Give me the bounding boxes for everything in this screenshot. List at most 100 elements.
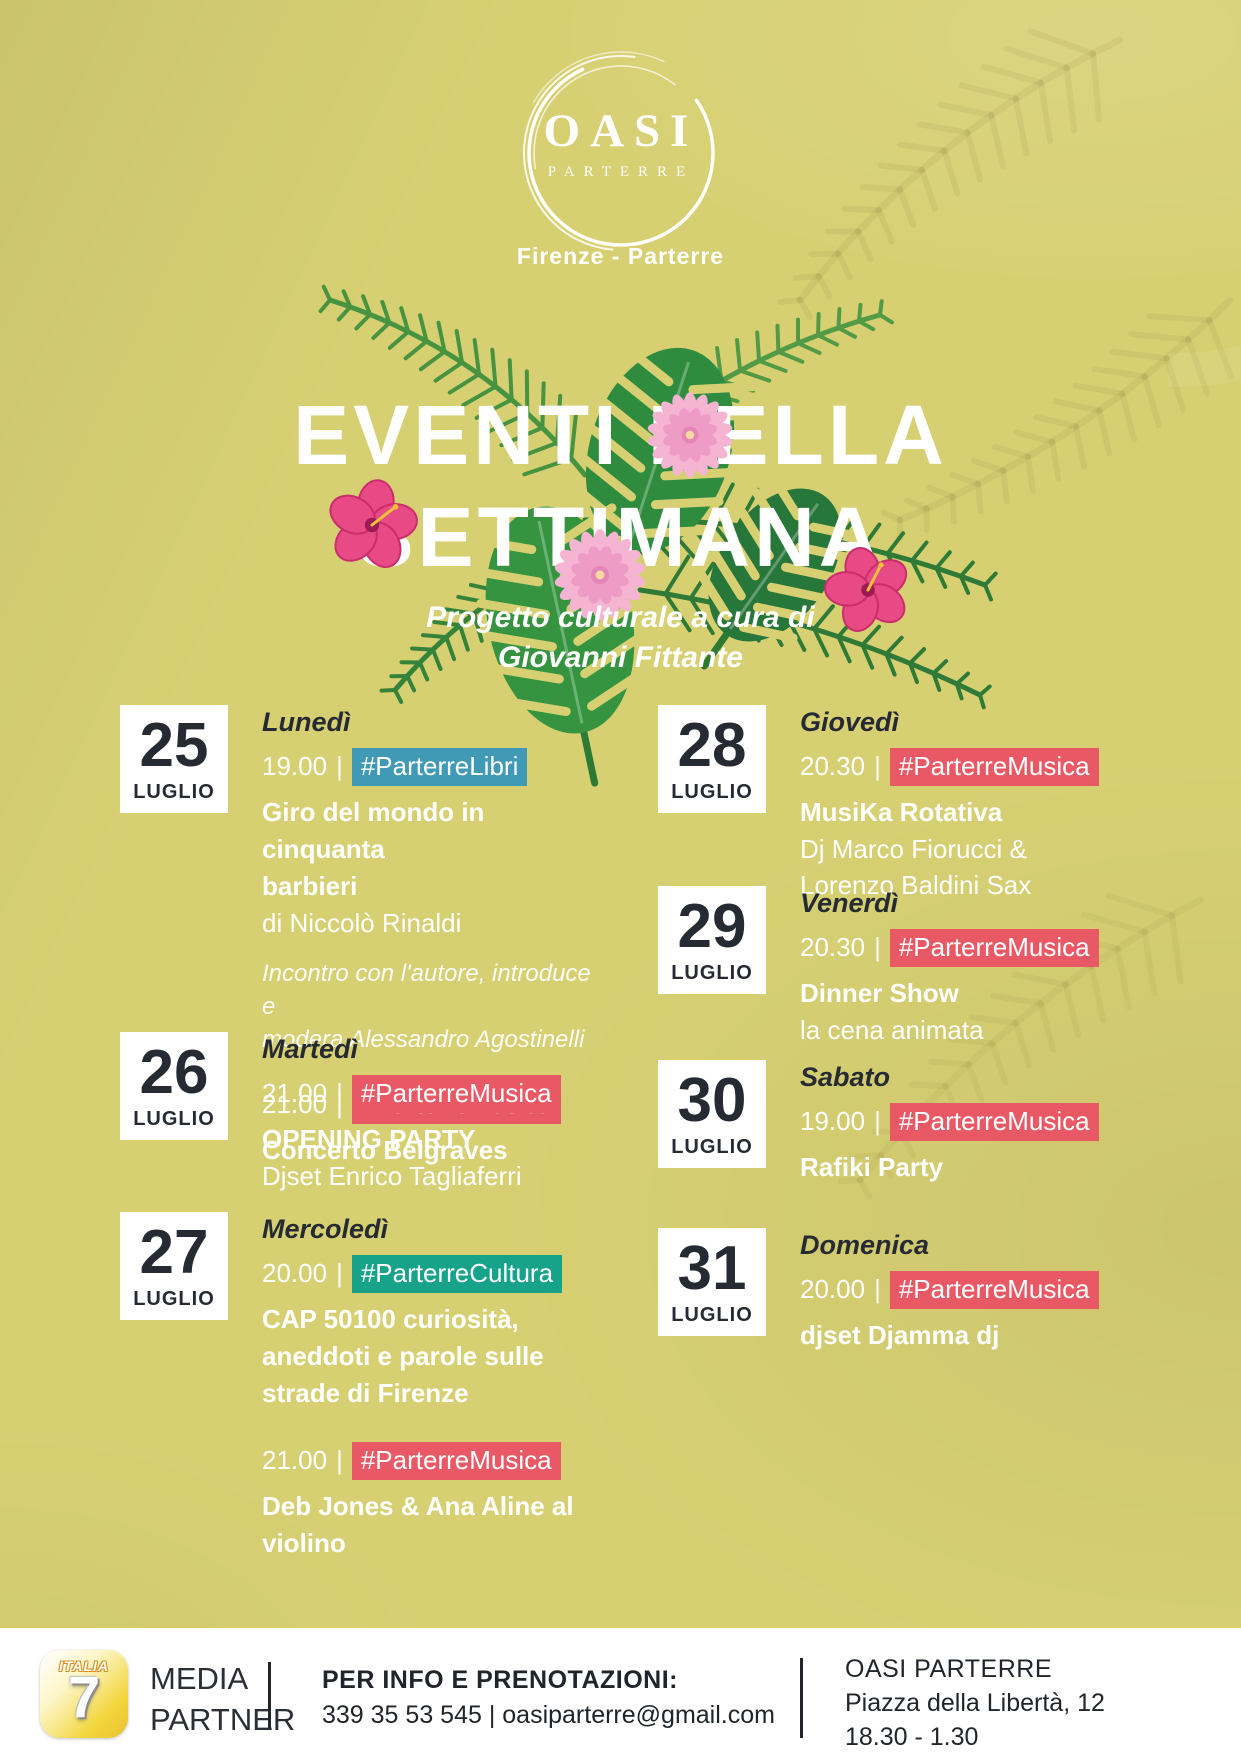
weekday-label: Lunedì (262, 707, 351, 737)
separator: | (336, 1258, 343, 1288)
event-time: 21.00 (262, 1078, 328, 1108)
venue-hours: 18.30 - 1.30 (845, 1723, 979, 1751)
hashtag-badge: #ParterreMusica (351, 1075, 561, 1113)
venue-name: OASI PARTERRE (845, 1655, 1053, 1683)
footer-divider (800, 1658, 803, 1738)
weekday-label: Domenica (800, 1230, 930, 1260)
italia7-logo-icon: ITALIA 7 (40, 1650, 128, 1738)
date-number: 25 (139, 710, 209, 780)
location-label: Firenze - Parterre (516, 243, 725, 269)
event-time: 20.30 (800, 932, 866, 962)
date-box: 25 LUGLIO (120, 705, 228, 813)
date-number: 26 (139, 1037, 209, 1107)
event-title: Rafiki Party (800, 1152, 944, 1182)
event-friday: 29 LUGLIO Venerdì 20.30 | #ParterreMusica … (658, 886, 1106, 1048)
date-number: 29 (677, 891, 747, 961)
separator: | (874, 1106, 881, 1136)
event-tuesday: 26 LUGLIO Martedì 21.00 | #ParterreMusica … (120, 1032, 598, 1194)
event-time: 19.00 (262, 751, 328, 781)
hashtag-badge: #ParterreMusica (889, 929, 1099, 967)
event-time: 20.30 (800, 751, 866, 781)
page-title: EVENTI DELLA SETTIMANA (0, 384, 1241, 588)
hashtag-badge: #ParterreMusica (889, 1271, 1099, 1309)
separator: | (336, 1445, 343, 1475)
contact-info: PER INFO E PRENOTAZIONI: 339 35 53 545 |… (322, 1666, 775, 1730)
date-box: 26 LUGLIO (120, 1032, 228, 1140)
logo-circle-icon (519, 51, 723, 255)
hashtag-badge: #ParterreLibri (351, 748, 528, 786)
event-sunday: 31 LUGLIO Domenica 20.00 | #ParterreMusica… (658, 1228, 1106, 1354)
event-title: OPENING PARTY (262, 1124, 476, 1154)
contact-heading: PER INFO E PRENOTAZIONI: (322, 1666, 678, 1694)
subtitle-line1: Progetto culturale a cura di (426, 601, 815, 634)
venue-info: OASI PARTERRE Piazza della Libertà, 12 1… (845, 1652, 1105, 1754)
event-time: 21.00 (262, 1445, 328, 1475)
italia7-logo-text: ITALIA (58, 1658, 110, 1674)
event-title: CAP 50100 curiosità, aneddoti e parole s… (262, 1304, 544, 1408)
date-month: LUGLIO (671, 1135, 753, 1158)
date-month: LUGLIO (133, 780, 215, 803)
date-month: LUGLIO (133, 1107, 215, 1130)
date-number: 30 (677, 1065, 747, 1135)
date-box: 30 LUGLIO (658, 1060, 766, 1168)
italia7-logo-number: 7 (67, 1665, 101, 1730)
title-line1: EVENTI DELLA (293, 388, 948, 482)
event-item: 20.30 | #ParterreMusica Dinner Show la cen… (800, 929, 1106, 1048)
weekday-label: Sabato (800, 1062, 891, 1092)
hashtag-badge: #ParterreCultura (351, 1255, 563, 1293)
logo-title: OASI (543, 105, 699, 157)
footer: ITALIA 7 MEDIA PARTNER PER INFO E PRENOT… (0, 1628, 1241, 1754)
date-month: LUGLIO (671, 961, 753, 984)
event-title: Dinner Show (800, 978, 959, 1008)
date-number: 31 (677, 1233, 747, 1303)
weekday-label: Venerdì (800, 888, 899, 918)
venue-address: Piazza della Libertà, 12 (845, 1689, 1105, 1717)
date-box: 29 LUGLIO (658, 886, 766, 994)
subtitle-line2: Giovanni Fittante (497, 641, 743, 674)
separator: | (336, 1089, 343, 1119)
event-wednesday: 27 LUGLIO Mercoledì 20.00 | #ParterreCultu… (120, 1212, 598, 1562)
event-subtitle: Djset Enrico Tagliaferri (262, 1161, 522, 1191)
separator: | (336, 751, 343, 781)
contact-details: 339 35 53 545 | oasiparterre@gmail.com (322, 1701, 775, 1729)
event-subtitle: la cena animata (800, 1015, 984, 1045)
date-box: 28 LUGLIO (658, 705, 766, 813)
event-subtitle: di Niccolò Rinaldi (262, 908, 462, 938)
hashtag-badge: #ParterreMusica (889, 748, 1099, 786)
event-title: Concerto Belgraves (262, 1135, 508, 1165)
event-title: MusiKa Rotativa (800, 797, 1003, 827)
event-time: 20.00 (262, 1258, 328, 1288)
hashtag-badge: #ParterreMusica (889, 1103, 1099, 1141)
date-number: 27 (139, 1217, 209, 1287)
event-subtitle: Dj Marco Fiorucci & Lorenzo Baldini Sax (800, 834, 1032, 900)
event-title: Giro del mondo in cinquanta barbieri (262, 797, 485, 901)
event-item: 20.30 | #ParterreMusica MusiKa Rotativa Dj… (800, 748, 1106, 903)
date-month: LUGLIO (671, 780, 753, 803)
footer-divider (268, 1662, 271, 1728)
date-number: 28 (677, 710, 747, 780)
separator: | (874, 751, 881, 781)
event-item: 21.00 | #ParterreMusica Deb Jones & Ana Al… (262, 1442, 598, 1562)
event-saturday: 30 LUGLIO Sabato 19.00 | #ParterreMusica R… (658, 1060, 1106, 1186)
page-subtitle: Progetto culturale a cura di Giovanni Fi… (0, 598, 1241, 678)
event-title: Deb Jones & Ana Aline al violino (262, 1491, 574, 1558)
weekday-label: Giovedì (800, 707, 900, 737)
logo-subtitle: PARTERRE (547, 164, 695, 180)
weekday-label: Martedì (262, 1034, 359, 1064)
hashtag-badge: #ParterreMusica (351, 1442, 561, 1480)
event-item: 19.00 | #ParterreLibri Giro del mondo in c… (262, 748, 598, 1056)
separator: | (874, 932, 881, 962)
media-partner-label: MEDIA PARTNER (150, 1658, 295, 1740)
event-item: 21.00 | #ParterreMusica OPENING PARTY Djse… (262, 1075, 598, 1194)
weekday-label: Mercoledì (262, 1214, 389, 1244)
event-time: 20.00 (800, 1274, 866, 1304)
separator: | (874, 1274, 881, 1304)
logo-text: OASI PARTERRE (490, 104, 752, 181)
media-partner-line2: PARTNER (150, 1702, 296, 1737)
event-note: Incontro con l'autore, introduce e moder… (262, 960, 591, 1053)
date-box: 27 LUGLIO (120, 1212, 228, 1320)
date-month: LUGLIO (133, 1287, 215, 1310)
media-partner-line1: MEDIA (150, 1661, 249, 1696)
date-month: LUGLIO (671, 1303, 753, 1326)
